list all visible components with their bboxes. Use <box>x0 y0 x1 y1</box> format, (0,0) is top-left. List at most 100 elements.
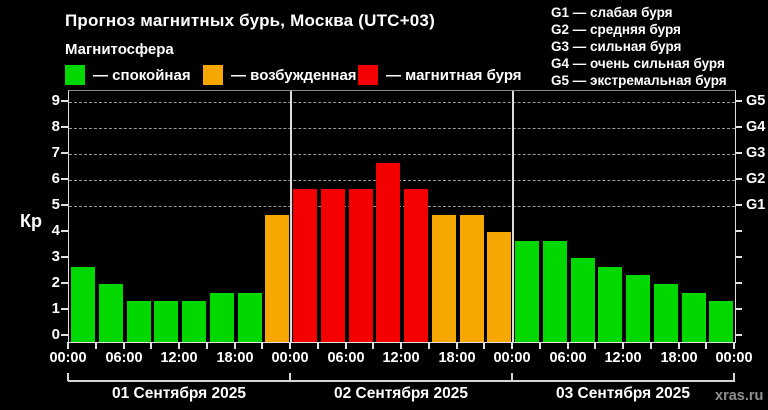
x-axis-label-11: 18:00 <box>660 350 698 366</box>
legend-swatch-disturbed-icon <box>203 65 223 85</box>
g-scale-legend: G1 — слабая буря G2 — средняя буря G3 — си… <box>551 4 727 89</box>
legend-swatch-quiet-icon <box>65 65 85 85</box>
kp-bar-day2-slot6 <box>432 214 456 342</box>
x-axis-tick-16 <box>511 342 513 349</box>
y-axis-tick-right-4 <box>735 230 742 232</box>
kp-bar-day2-slot3 <box>349 188 373 342</box>
x-axis-tick-2 <box>123 342 125 349</box>
x-axis-tick-12 <box>400 342 402 349</box>
legend-item-storm: — магнитная буря <box>358 65 522 85</box>
x-axis-label-12: 00:00 <box>715 350 753 366</box>
kp-bar-day3-slot4 <box>598 266 622 342</box>
y-axis-tick-left-8 <box>61 126 68 128</box>
x-axis-tick-6 <box>234 342 236 349</box>
kp-bar-day2-slot7 <box>460 214 484 342</box>
y-axis-label-0: 0 <box>51 326 60 343</box>
x-axis-label-8: 00:00 <box>493 350 531 366</box>
y-axis-tick-left-3 <box>61 256 68 258</box>
kp-bar-day3-slot6 <box>654 284 678 342</box>
x-axis-tick-7 <box>261 342 263 349</box>
y-axis-tick-right-7 <box>735 152 742 154</box>
y-axis-label-3: 3 <box>51 248 60 265</box>
day-bracket-tick-0 <box>67 373 69 381</box>
x-axis-tick-20 <box>622 342 624 349</box>
x-axis-label-7: 18:00 <box>438 350 476 366</box>
day-bracket-tick-1 <box>289 373 291 381</box>
x-axis-label-0: 00:00 <box>49 350 87 366</box>
kp-bar-day1-slot4 <box>154 301 178 342</box>
x-axis-label-6: 12:00 <box>382 350 420 366</box>
kp-bar-day2-slot8 <box>487 232 511 342</box>
legend-label-disturbed: — возбужденная <box>231 66 357 84</box>
subtitle-magnetosphere: Магнитосфера <box>65 41 174 58</box>
kp-bar-day2-slot1 <box>293 188 317 342</box>
y-axis-tick-right-5 <box>735 204 742 206</box>
y-axis-tick-left-4 <box>61 230 68 232</box>
y-axis-label-6: 6 <box>51 170 60 187</box>
x-axis-tick-14 <box>456 342 458 349</box>
x-axis-tick-9 <box>317 342 319 349</box>
x-axis-tick-3 <box>150 342 152 349</box>
legend-item-disturbed: — возбужденная <box>203 65 357 85</box>
x-axis-tick-19 <box>594 342 596 349</box>
g-legend-line-g3: G3 — сильная буря <box>551 39 682 54</box>
kp-bar-day1-slot8 <box>265 214 289 342</box>
x-axis-tick-21 <box>650 342 652 349</box>
watermark-xras: xras.ru <box>715 388 764 404</box>
day-label-3: 03 Сентября 2025 <box>555 385 691 402</box>
y-axis-tick-left-5 <box>61 204 68 206</box>
x-axis-tick-23 <box>705 342 707 349</box>
x-axis-label-1: 06:00 <box>105 350 143 366</box>
kp-bar-day3-slot3 <box>571 258 595 342</box>
x-axis-tick-1 <box>95 342 97 349</box>
y-axis-tick-right-8 <box>735 126 742 128</box>
y-axis-label-4: 4 <box>51 222 60 239</box>
x-axis-label-4: 00:00 <box>271 350 309 366</box>
y-axis-tick-left-2 <box>61 282 68 284</box>
day-bracket-tick-3 <box>733 373 735 381</box>
x-axis-tick-0 <box>67 342 69 349</box>
y-axis-title: Кр <box>20 211 42 231</box>
plot-area <box>68 90 736 343</box>
x-axis-tick-18 <box>567 342 569 349</box>
legend-item-quiet: — спокойная <box>65 65 191 85</box>
x-axis-label-5: 06:00 <box>327 350 365 366</box>
right-axis-label-g5: G5 <box>746 93 766 109</box>
x-axis-label-9: 06:00 <box>549 350 587 366</box>
y-axis-tick-right-3 <box>735 256 742 258</box>
gridline-kp9 <box>69 102 735 103</box>
legend-label-storm: — магнитная буря <box>386 66 522 84</box>
gridline-kp8 <box>69 128 735 129</box>
g-legend-line-g5: G5 — экстремальная буря <box>551 73 727 88</box>
y-axis-tick-right-2 <box>735 282 742 284</box>
page-title: Прогноз магнитных бурь, Москва (UTC+03) <box>65 11 435 30</box>
y-axis-tick-left-1 <box>61 308 68 310</box>
kp-bar-day1-slot3 <box>127 301 151 342</box>
y-axis-label-5: 5 <box>51 196 60 213</box>
kp-bar-day3-slot2 <box>543 240 567 342</box>
x-axis-tick-17 <box>539 342 541 349</box>
x-axis-tick-8 <box>289 342 291 349</box>
x-axis-tick-15 <box>483 342 485 349</box>
x-axis-tick-11 <box>372 342 374 349</box>
kp-bar-day3-slot5 <box>626 275 650 342</box>
kp-bar-day1-slot1 <box>71 266 95 342</box>
g-legend-line-g2: G2 — средняя буря <box>551 22 681 37</box>
kp-bar-day1-slot2 <box>99 284 123 342</box>
right-axis-label-g1: G1 <box>746 197 766 213</box>
y-axis-tick-left-6 <box>61 178 68 180</box>
day-divider-2 <box>512 91 514 342</box>
legend-swatch-storm-icon <box>358 65 378 85</box>
kp-bar-day3-slot1 <box>515 240 539 342</box>
right-axis-label-g2: G2 <box>746 171 766 187</box>
y-axis-tick-left-9 <box>61 100 68 102</box>
y-axis-label-1: 1 <box>51 300 60 317</box>
y-axis-label-2: 2 <box>51 274 60 291</box>
day-bracket-tick-2 <box>511 373 513 381</box>
x-axis-label-2: 12:00 <box>160 350 198 366</box>
x-axis-tick-5 <box>206 342 208 349</box>
gridline-kp7 <box>69 154 735 155</box>
y-axis-label-7: 7 <box>51 144 60 161</box>
right-axis-label-g3: G3 <box>746 145 766 161</box>
